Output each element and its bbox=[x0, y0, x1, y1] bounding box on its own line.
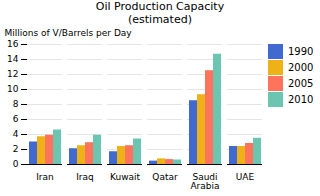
svg-text:4: 4 bbox=[13, 130, 19, 140]
svg-text:8: 8 bbox=[13, 100, 19, 110]
svg-text:6: 6 bbox=[13, 115, 19, 125]
html-text:2005: 2005 bbox=[288, 78, 314, 90]
svg-text:SaudiArabia: SaudiArabia bbox=[190, 172, 219, 191]
html-text:2000: 2000 bbox=[288, 62, 314, 74]
svg-text:16: 16 bbox=[7, 40, 19, 50]
svg-text:0: 0 bbox=[13, 160, 19, 170]
svg-text:Iran: Iran bbox=[36, 172, 54, 182]
svg-text:14: 14 bbox=[7, 55, 19, 65]
html-text:Oil Production Capacity (estim: Oil Production Capacity (estimated) bbox=[95, 0, 225, 26]
html-text:1990: 1990 bbox=[288, 46, 314, 58]
svg-text:12: 12 bbox=[7, 70, 18, 80]
svg-text:UAE: UAE bbox=[236, 172, 255, 182]
svg-text:Qatar: Qatar bbox=[152, 172, 178, 182]
svg-text:Kuwait: Kuwait bbox=[110, 172, 141, 182]
html-text:2010: 2010 bbox=[288, 94, 314, 106]
svg-text:2: 2 bbox=[13, 145, 19, 155]
svg-text:10: 10 bbox=[7, 85, 19, 95]
svg-text:Millions of V/Barrels per Day: Millions of V/Barrels per Day bbox=[5, 28, 133, 38]
svg-text:Iraq: Iraq bbox=[76, 172, 94, 182]
